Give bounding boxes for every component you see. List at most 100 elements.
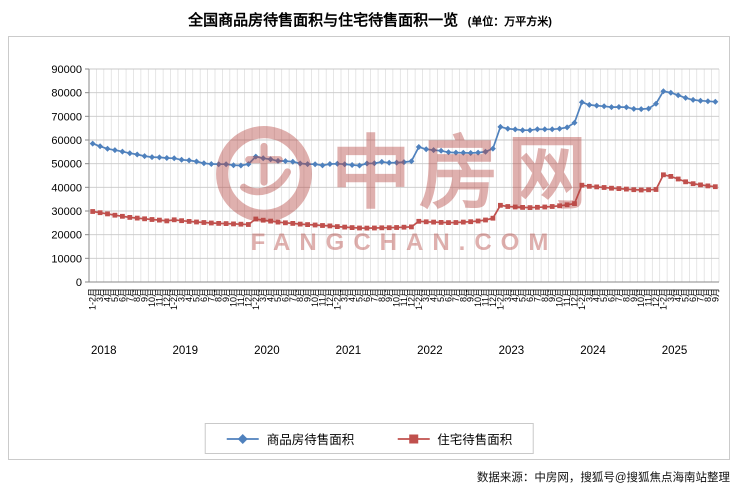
svg-text:4月: 4月 xyxy=(266,288,276,302)
svg-text:5月: 5月 xyxy=(273,288,283,302)
svg-text:50000: 50000 xyxy=(51,159,82,171)
plot-area: 0 10000 20000 30000 40000 50000 60000 70000 8000… xyxy=(51,64,720,357)
svg-text:8月: 8月 xyxy=(703,288,713,302)
chart-title-text: 全国商品房待售面积与住宅待售面积一览 xyxy=(188,12,459,29)
svg-text:9月: 9月 xyxy=(710,288,720,302)
svg-text:5月: 5月 xyxy=(599,288,609,302)
svg-text:6月: 6月 xyxy=(688,288,698,302)
svg-text:2022: 2022 xyxy=(417,345,443,357)
svg-text:6月: 6月 xyxy=(117,288,127,302)
svg-text:9月: 9月 xyxy=(303,288,313,302)
svg-text:10000: 10000 xyxy=(51,253,82,265)
svg-text:60000: 60000 xyxy=(51,135,82,147)
svg-text:8月: 8月 xyxy=(458,288,468,302)
svg-text:2024: 2024 xyxy=(580,345,606,357)
svg-text:11月: 11月 xyxy=(236,288,246,306)
chart-title-unit: (单位：万平方米) xyxy=(467,16,552,28)
svg-text:12月: 12月 xyxy=(406,288,416,307)
svg-text:1-2月: 1-2月 xyxy=(658,288,668,310)
svg-text:11月: 11月 xyxy=(644,288,654,306)
axes xyxy=(85,68,719,283)
svg-text:7月: 7月 xyxy=(369,288,379,302)
svg-text:2020: 2020 xyxy=(254,345,280,357)
svg-text:7月: 7月 xyxy=(288,288,298,302)
svg-text:5月: 5月 xyxy=(436,288,446,302)
svg-text:11月: 11月 xyxy=(399,288,409,306)
svg-text:9月: 9月 xyxy=(466,288,476,302)
svg-text:3月: 3月 xyxy=(95,288,105,302)
svg-text:11月: 11月 xyxy=(481,288,491,306)
svg-text:1-2月: 1-2月 xyxy=(169,288,179,310)
svg-text:4月: 4月 xyxy=(429,288,439,302)
svg-text:6月: 6月 xyxy=(362,288,372,302)
square-marker-icon xyxy=(397,434,430,443)
svg-text:12月: 12月 xyxy=(570,288,580,307)
x-axis-year-labels: 2018 2019 2020 2021 2022 2023 2024 2025 xyxy=(91,345,687,357)
svg-text:2023: 2023 xyxy=(499,345,525,357)
svg-text:12月: 12月 xyxy=(651,288,661,307)
svg-text:10月: 10月 xyxy=(229,288,239,307)
svg-text:1-2月: 1-2月 xyxy=(88,288,98,310)
svg-text:4月: 4月 xyxy=(592,288,602,302)
svg-text:9月: 9月 xyxy=(547,288,557,302)
svg-text:70000: 70000 xyxy=(51,111,82,123)
svg-text:3月: 3月 xyxy=(584,288,594,302)
svg-text:3月: 3月 xyxy=(666,288,676,302)
svg-text:7月: 7月 xyxy=(451,288,461,302)
svg-text:20000: 20000 xyxy=(51,230,82,242)
svg-text:10月: 10月 xyxy=(636,288,646,307)
svg-text:7月: 7月 xyxy=(696,288,706,302)
svg-text:3月: 3月 xyxy=(177,288,187,302)
svg-text:4月: 4月 xyxy=(184,288,194,302)
svg-text:8月: 8月 xyxy=(377,288,387,302)
legend: 商品房待售面积 住宅待售面积 xyxy=(204,423,534,454)
svg-text:12月: 12月 xyxy=(488,288,498,307)
svg-text:9月: 9月 xyxy=(384,288,394,302)
svg-text:6月: 6月 xyxy=(280,288,290,302)
svg-text:0: 0 xyxy=(76,277,82,289)
svg-text:12月: 12月 xyxy=(243,288,253,307)
legend-label-commercial: 商品房待售面积 xyxy=(266,433,355,447)
svg-text:7月: 7月 xyxy=(614,288,624,302)
diamond-marker-icon xyxy=(226,433,259,444)
svg-text:9月: 9月 xyxy=(221,288,231,302)
svg-text:2025: 2025 xyxy=(662,345,688,357)
svg-text:8月: 8月 xyxy=(540,288,550,302)
svg-text:9月: 9月 xyxy=(140,288,150,302)
chart-frame: 0 10000 20000 30000 40000 50000 60000 70000 8000… xyxy=(8,36,730,460)
series-residential xyxy=(90,172,718,231)
svg-text:7月: 7月 xyxy=(206,288,216,302)
legend-label-residential: 住宅待售面积 xyxy=(437,433,513,447)
svg-text:8月: 8月 xyxy=(295,288,305,302)
legend-item-residential: 住宅待售面积 xyxy=(396,429,512,448)
svg-text:1-2月: 1-2月 xyxy=(251,288,261,310)
svg-text:7月: 7月 xyxy=(125,288,135,302)
svg-text:3月: 3月 xyxy=(258,288,268,302)
svg-text:1-2月: 1-2月 xyxy=(414,288,424,310)
svg-text:30000: 30000 xyxy=(51,206,82,218)
svg-text:11月: 11月 xyxy=(154,288,164,306)
svg-text:1-2月: 1-2月 xyxy=(577,288,587,310)
svg-text:4月: 4月 xyxy=(510,288,520,302)
svg-text:3月: 3月 xyxy=(340,288,350,302)
svg-text:6月: 6月 xyxy=(444,288,454,302)
svg-text:7月: 7月 xyxy=(532,288,542,302)
gridlines xyxy=(88,68,720,283)
svg-text:6月: 6月 xyxy=(525,288,535,302)
svg-text:3月: 3月 xyxy=(503,288,513,302)
svg-text:4月: 4月 xyxy=(103,288,113,302)
svg-text:12月: 12月 xyxy=(325,288,335,307)
svg-text:9月: 9月 xyxy=(629,288,639,302)
source-note: 数据来源：中房网，搜狐号@搜狐焦点海南站整理 xyxy=(476,472,730,484)
svg-text:10月: 10月 xyxy=(473,288,483,307)
legend-item-commercial: 商品房待售面积 xyxy=(226,429,355,448)
svg-text:10月: 10月 xyxy=(392,288,402,307)
svg-text:3月: 3月 xyxy=(421,288,431,302)
svg-text:5月: 5月 xyxy=(681,288,691,302)
svg-text:10月: 10月 xyxy=(310,288,320,307)
svg-text:11月: 11月 xyxy=(318,288,328,306)
svg-text:80000: 80000 xyxy=(51,88,82,100)
chart-title: 全国商品房待售面积与住宅待售面积一览 (单位：万平方米) xyxy=(0,9,740,30)
y-axis-labels: 0 10000 20000 30000 40000 50000 60000 70000 8000… xyxy=(51,64,82,289)
